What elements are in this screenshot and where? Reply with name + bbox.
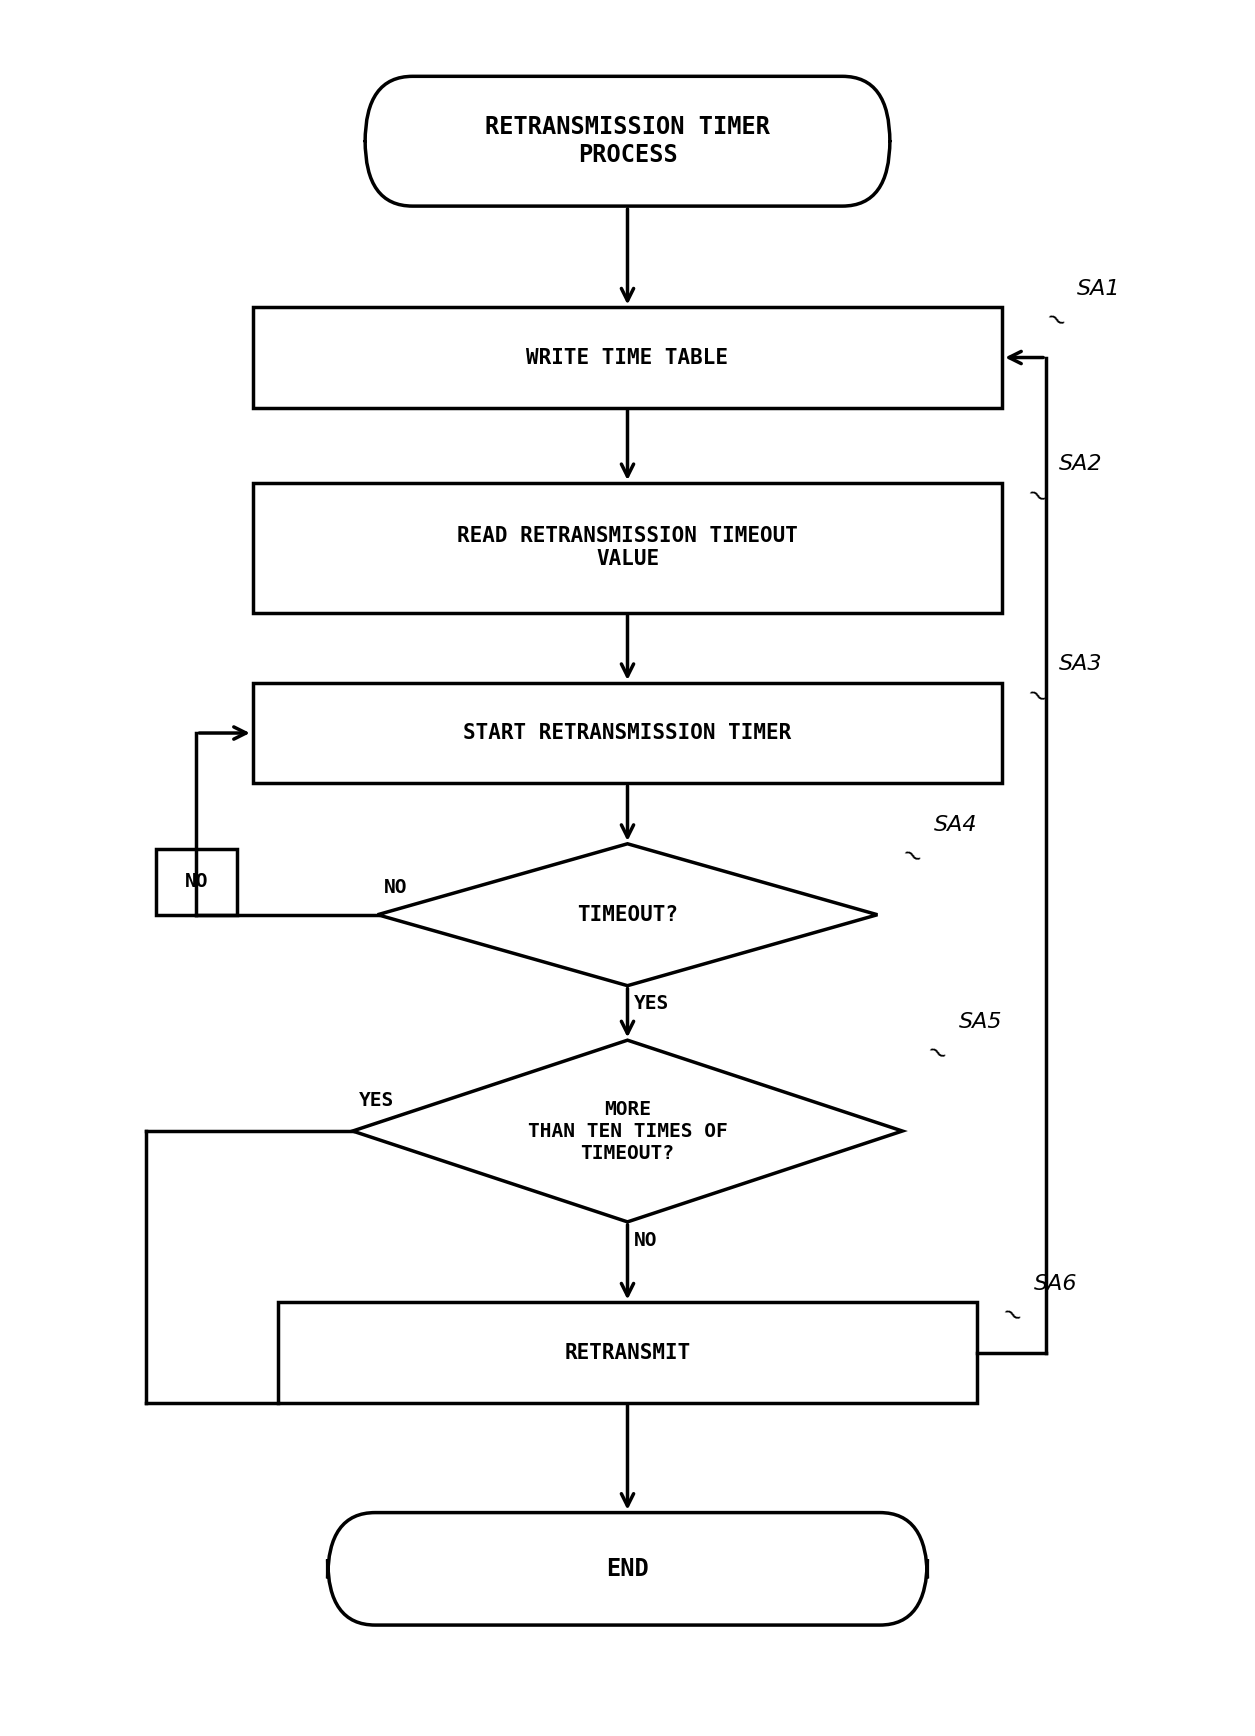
Text: NO: NO [384, 878, 408, 898]
Text: NO: NO [634, 1231, 658, 1250]
Text: SA4: SA4 [934, 816, 978, 835]
Text: SA2: SA2 [1058, 455, 1102, 474]
Text: ~: ~ [1022, 481, 1052, 512]
FancyBboxPatch shape [365, 76, 890, 207]
Polygon shape [378, 844, 877, 986]
FancyBboxPatch shape [328, 1512, 927, 1625]
Text: ~: ~ [1040, 306, 1071, 337]
Text: START RETRANSMISSION TIMER: START RETRANSMISSION TIMER [463, 722, 792, 743]
Text: SA1: SA1 [1077, 279, 1121, 299]
Text: RETRANSMIT: RETRANSMIT [565, 1342, 690, 1363]
Text: TIMEOUT?: TIMEOUT? [577, 904, 678, 925]
Bar [252, 307, 1003, 408]
Text: SA5: SA5 [959, 1012, 1001, 1031]
Text: ~: ~ [896, 842, 926, 873]
Polygon shape [353, 1040, 902, 1222]
Text: RETRANSMISSION TIMER
PROCESS: RETRANSMISSION TIMER PROCESS [484, 115, 771, 167]
Text: END: END [606, 1557, 649, 1581]
Text: ~: ~ [921, 1038, 951, 1069]
Text: YES: YES [359, 1092, 394, 1111]
Text: NO: NO [184, 873, 208, 891]
Text: MORE
THAN TEN TIMES OF
TIMEOUT?: MORE THAN TEN TIMES OF TIMEOUT? [527, 1099, 728, 1163]
Bar [277, 1302, 978, 1403]
Bar [156, 849, 237, 915]
Text: WRITE TIME TABLE: WRITE TIME TABLE [527, 347, 728, 368]
Text: SA6: SA6 [1034, 1274, 1077, 1293]
Text: ~: ~ [996, 1300, 1027, 1332]
Bar [252, 682, 1003, 783]
Text: READ RETRANSMISSION TIMEOUT
VALUE: READ RETRANSMISSION TIMEOUT VALUE [457, 526, 798, 569]
Text: ~: ~ [1022, 681, 1052, 712]
Text: YES: YES [634, 995, 669, 1014]
Bar [252, 483, 1003, 613]
Text: SA3: SA3 [1058, 654, 1102, 674]
